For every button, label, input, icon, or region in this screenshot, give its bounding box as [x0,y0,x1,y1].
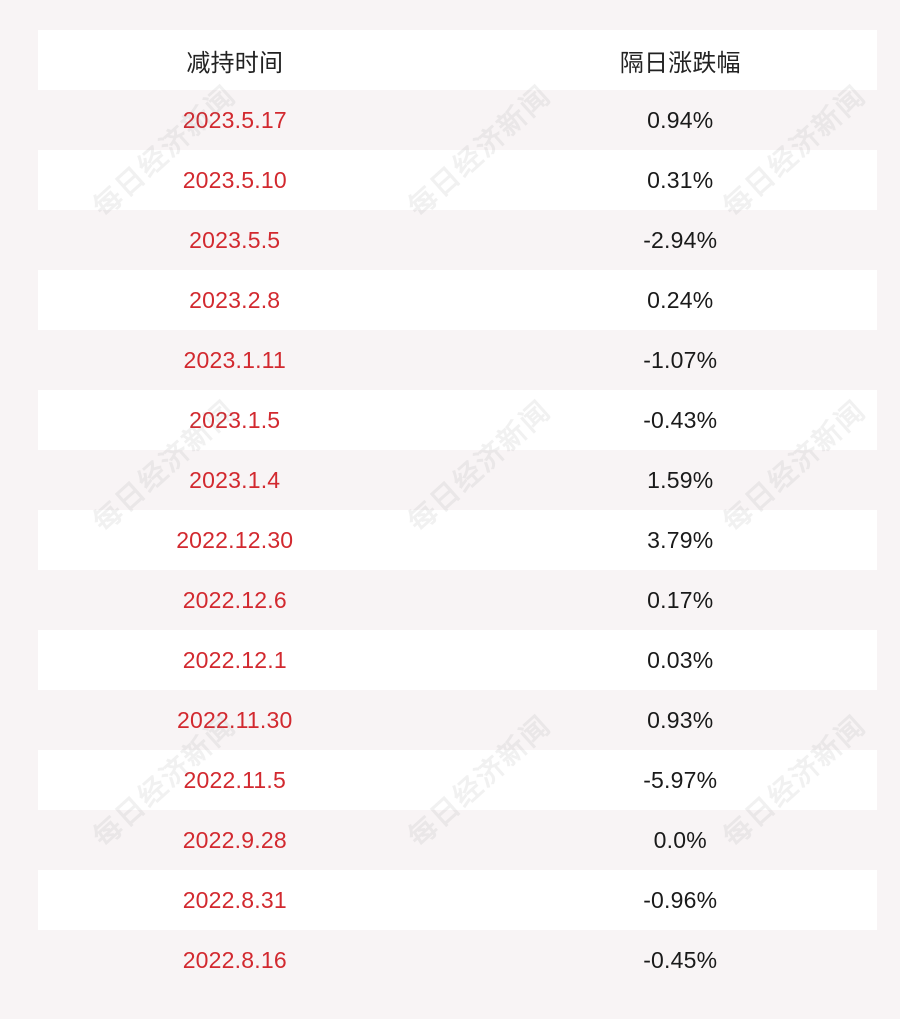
date-cell: 2022.8.31 [182,886,287,913]
change-cell: -5.97% [643,766,718,793]
date-cell: 2023.1.5 [189,406,281,433]
change-cell: 0.31% [647,166,714,193]
change-cell: 0.93% [647,706,714,733]
change-cell: 0.94% [647,106,714,133]
table-row: 2022.12.6 0.17% [38,570,877,630]
table-row: 2023.2.8 0.24% [38,270,877,330]
table-row: 2023.1.4 1.59% [38,450,877,510]
change-cell: 0.03% [647,646,714,673]
change-cell: 0.17% [647,586,714,613]
date-cell: 2022.8.16 [182,946,287,973]
date-cell: 2022.11.5 [183,766,286,793]
change-cell: -1.07% [643,346,718,373]
date-cell: 2023.1.11 [183,346,286,373]
change-cell: -2.94% [643,226,718,253]
table-header: 减持时间 隔日涨跌幅 [38,30,877,90]
date-cell: 2022.12.30 [176,526,294,553]
table-row: 2023.5.10 0.31% [38,150,877,210]
table-row: 2023.5.17 0.94% [38,90,877,150]
table-row: 2022.11.30 0.93% [38,690,877,750]
header-date: 减持时间 [186,49,284,77]
date-cell: 2023.5.5 [189,226,281,253]
date-cell: 2023.1.4 [189,466,281,493]
change-cell: -0.45% [643,946,718,973]
date-cell: 2022.12.1 [182,646,287,673]
header-change: 隔日涨跌幅 [619,49,741,77]
table-row: 2023.5.5 -2.94% [38,210,877,270]
table-row: 2022.12.30 3.79% [38,510,877,570]
table-row: 2022.12.1 0.03% [38,630,877,690]
table-row: 2023.1.5 -0.43% [38,390,877,450]
date-cell: 2023.2.8 [189,286,281,313]
table-row: 2022.8.16 -0.45% [38,930,877,990]
table-row: 2023.1.11 -1.07% [38,330,877,390]
date-cell: 2022.11.30 [177,706,293,733]
table-row: 2022.8.31 -0.96% [38,870,877,930]
data-table: 减持时间 隔日涨跌幅 2023.5.17 0.94% 2023.5.10 0.3… [38,30,877,990]
date-cell: 2023.5.17 [182,106,287,133]
change-cell: 1.59% [647,466,714,493]
date-cell: 2022.12.6 [182,586,287,613]
table-row: 2022.11.5 -5.97% [38,750,877,810]
change-cell: -0.43% [643,406,718,433]
date-cell: 2022.9.28 [182,826,287,853]
change-cell: -0.96% [643,886,718,913]
table-row: 2022.9.28 0.0% [38,810,877,870]
change-cell: 0.0% [653,826,707,853]
date-cell: 2023.5.10 [182,166,287,193]
change-cell: 3.79% [647,526,714,553]
change-cell: 0.24% [647,286,714,313]
